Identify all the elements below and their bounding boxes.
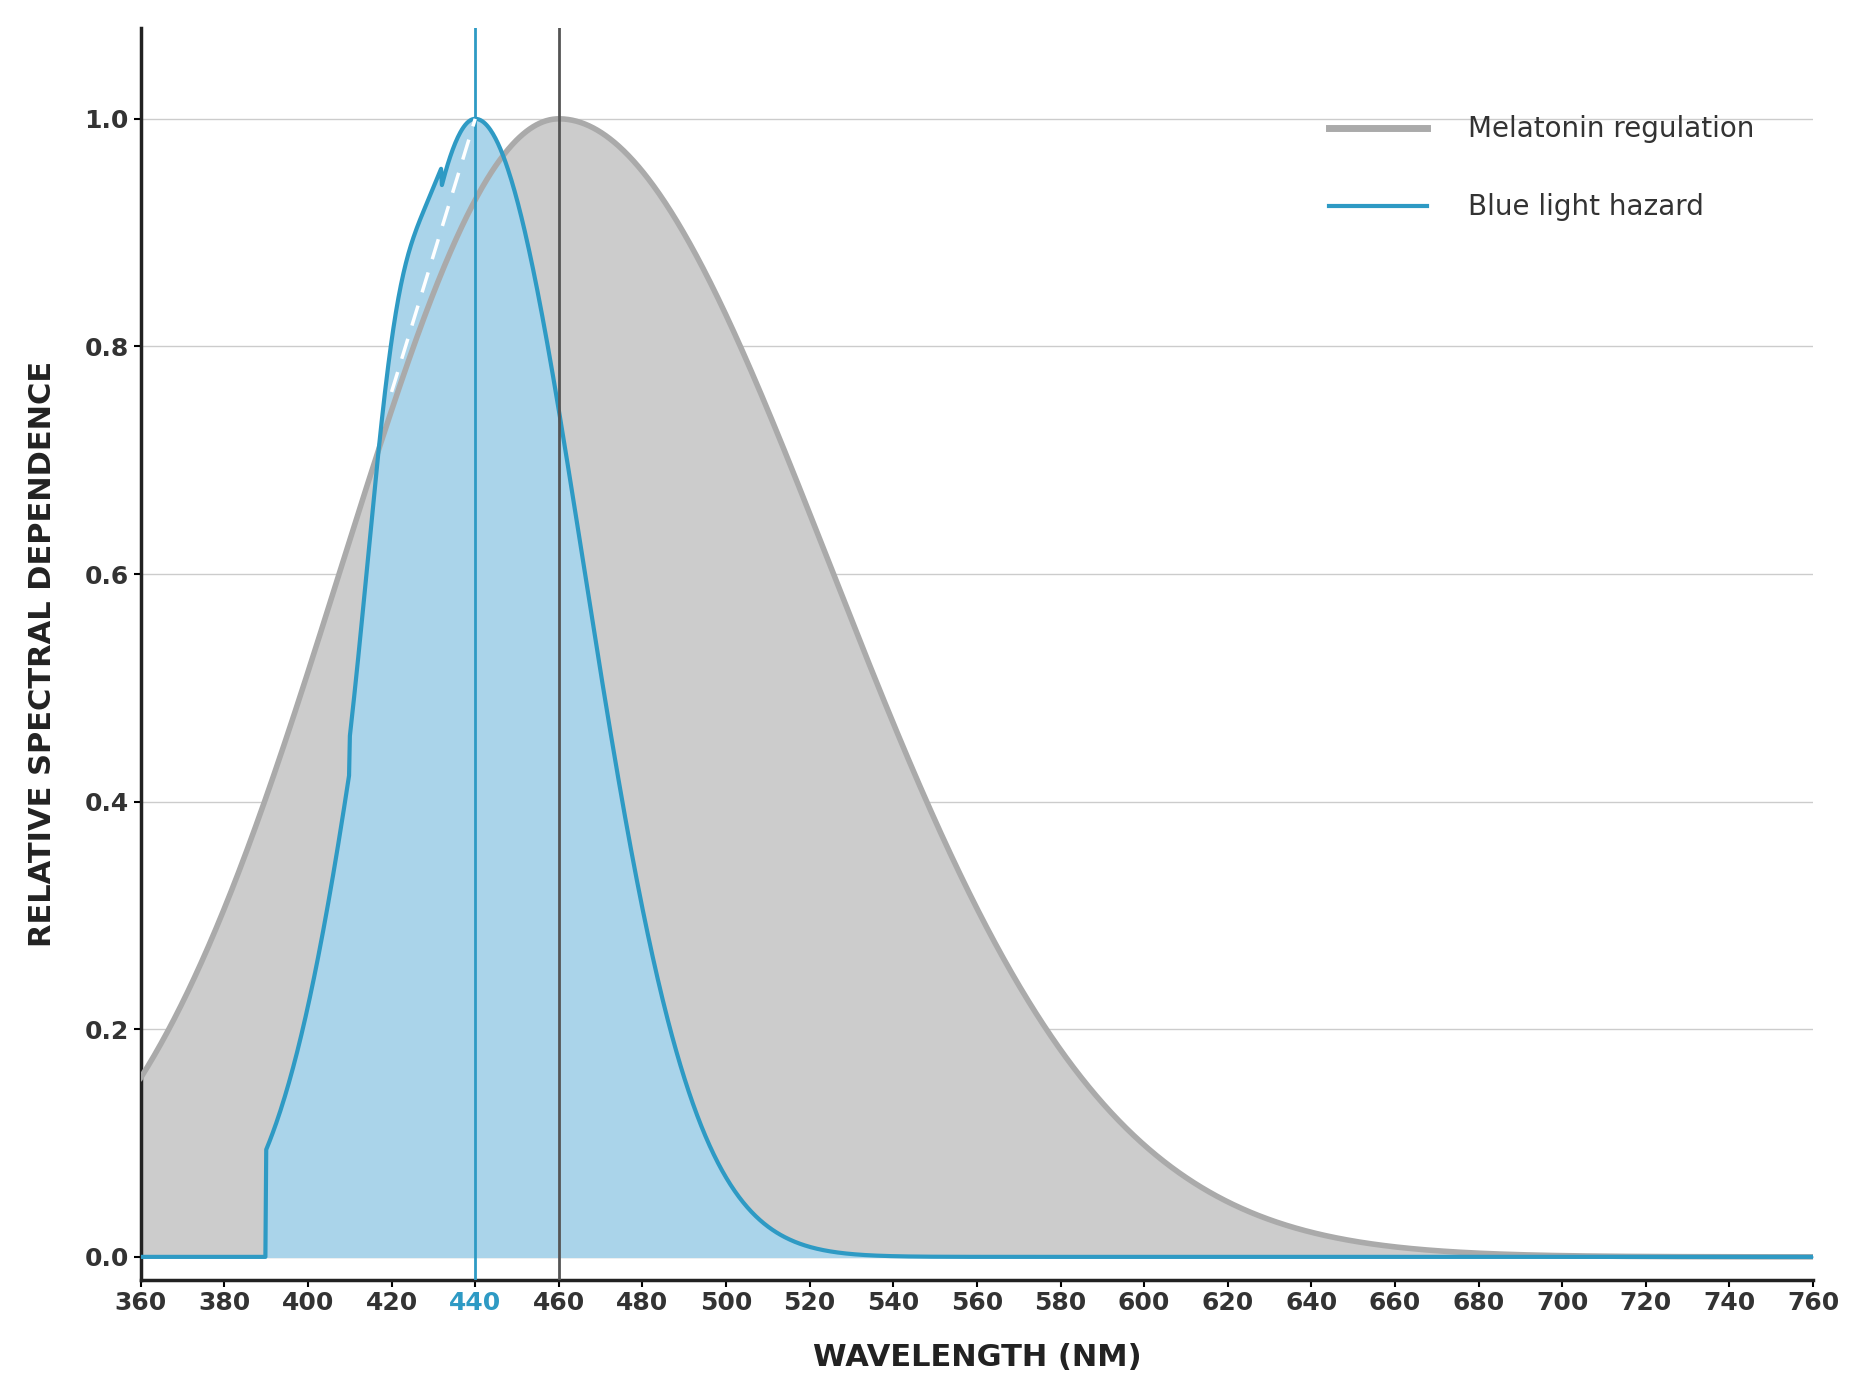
X-axis label: WAVELENGTH (NM): WAVELENGTH (NM) [812,1343,1141,1372]
Y-axis label: RELATIVE SPECTRAL DEPENDENCE: RELATIVE SPECTRAL DEPENDENCE [28,361,56,946]
Legend: Melatonin regulation, Blue light hazard: Melatonin regulation, Blue light hazard [1318,104,1766,232]
